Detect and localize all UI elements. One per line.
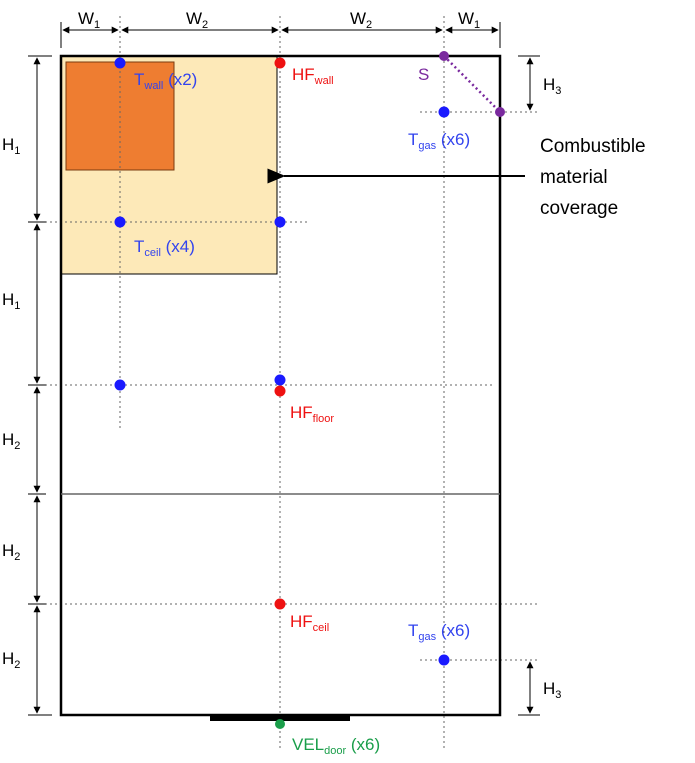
- sensor-t-wall: [114, 57, 126, 69]
- label-s: S: [418, 65, 429, 84]
- dim-w1-right: W1: [458, 9, 480, 31]
- sensor-t-ceil-lower-right: [274, 374, 286, 386]
- label-t-gas-top: Tgas (x6): [408, 130, 470, 152]
- s-probe-line: [443, 55, 501, 113]
- dim-h2-second: H2: [2, 541, 20, 563]
- door: [210, 714, 350, 721]
- sensor-t-ceil-lower-left: [114, 379, 126, 391]
- dim-h1-upper: H1: [2, 135, 20, 157]
- annotation-line-2: material: [540, 167, 608, 188]
- annotation-line-3: coverage: [540, 198, 618, 219]
- label-t-wall: Twall (x2): [134, 70, 197, 92]
- sensor-t-ceil-right: [274, 216, 286, 228]
- h3-dimension-lines: [518, 55, 540, 716]
- sensor-t-gas-top: [438, 106, 450, 118]
- dim-w2-right: W2: [350, 9, 372, 31]
- dim-h2-first: H2: [2, 430, 20, 452]
- annotation-line-1: Combustible: [540, 136, 646, 157]
- sensor-hf-floor: [274, 385, 286, 397]
- sensor-vel-door: [275, 719, 285, 729]
- dim-h3-top: H3: [543, 75, 561, 97]
- dim-h2-third: H2: [2, 649, 20, 671]
- dim-w2-left: W2: [186, 9, 208, 31]
- label-t-gas-bottom: Tgas (x6): [408, 621, 470, 643]
- sensor-s-bottom: [495, 107, 505, 117]
- dim-h3-bottom: H3: [543, 679, 561, 701]
- sensor-s-top: [439, 51, 449, 61]
- label-vel-door: VELdoor (x6): [292, 735, 380, 757]
- label-t-ceil: Tceil (x4): [134, 237, 195, 259]
- sensor-hf-ceil: [274, 598, 286, 610]
- sensor-hf-wall: [274, 57, 286, 69]
- label-hf-ceil: HFceil: [290, 612, 329, 634]
- label-hf-wall: HFwall: [292, 65, 334, 87]
- dim-w1-left: W1: [78, 9, 100, 31]
- dim-h1-lower: H1: [2, 290, 20, 312]
- height-dimension-lines: [28, 55, 52, 716]
- width-dimension-lines: [60, 22, 501, 48]
- sensor-t-gas-bottom: [438, 654, 450, 666]
- sensors: [114, 51, 505, 729]
- label-hf-floor: HFfloor: [290, 403, 334, 425]
- sensor-t-ceil-left: [114, 216, 126, 228]
